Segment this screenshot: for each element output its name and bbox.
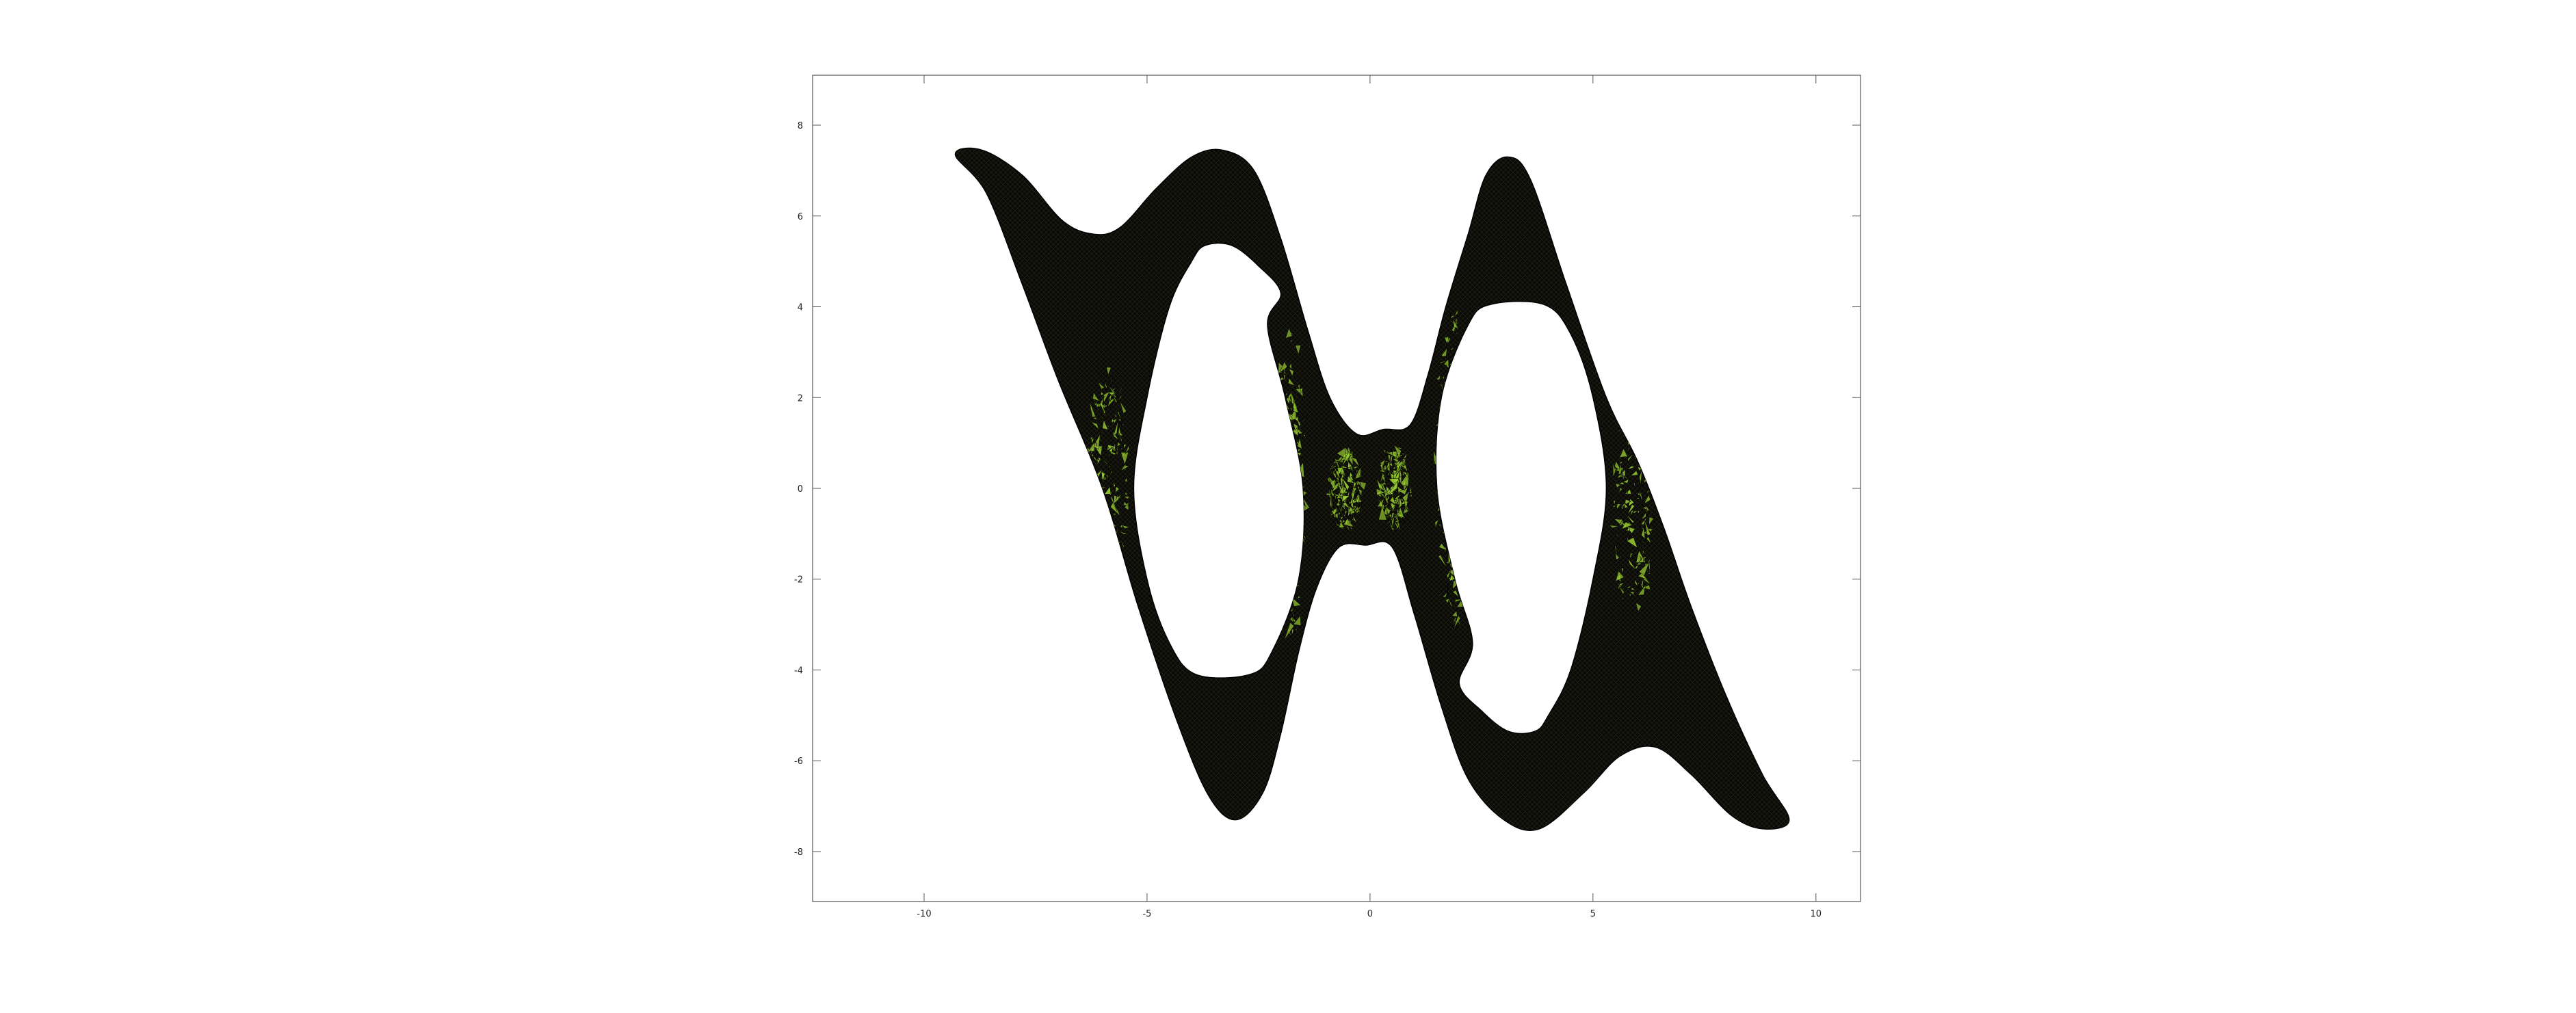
x-tick-label: -10 [917,909,931,919]
axis-ticks: -10 -5 0 5 10 8 6 4 2 0 -2 -4 -6 -8 [794,75,1861,919]
y-tick-label: -8 [794,847,803,858]
mesh-green-bridge-left [1325,446,1367,534]
y-tick-label: -6 [794,757,803,767]
x-tick-label: 10 [1811,909,1822,919]
x-tick-label: 0 [1367,909,1373,919]
y-tick-label: -2 [794,575,803,586]
x-tick-label: 5 [1590,909,1596,919]
y-tick-label: -4 [794,666,803,676]
y-tick-label: 0 [798,484,803,495]
y-tick-label: 4 [798,303,803,313]
mesh-surface [954,147,1790,831]
y-tick-label: 8 [798,121,803,131]
y-tick-label: 2 [798,393,803,404]
y-tick-label: 6 [798,212,803,222]
x-tick-label: -5 [1142,909,1151,919]
mesh-green-bridge-right [1376,444,1412,533]
